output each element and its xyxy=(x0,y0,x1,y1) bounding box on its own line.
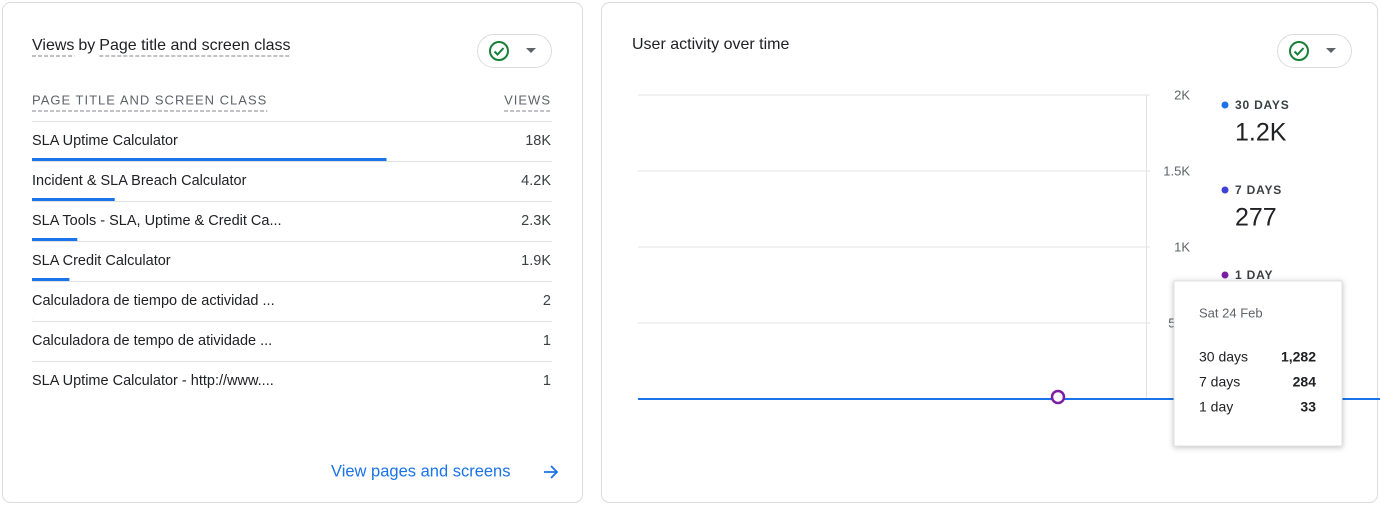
row-title: Calculadora de tiempo de actividad ... xyxy=(32,293,275,309)
row-value: 2 xyxy=(543,293,551,309)
tooltip-box xyxy=(1173,280,1343,447)
legend-value: 277 xyxy=(1235,204,1277,232)
caret xyxy=(1326,48,1336,53)
column-header[interactable]: VIEWS xyxy=(504,92,551,107)
row-value: 4.2K xyxy=(521,173,551,189)
line-chart: 2K1.5K1K500001Apr01Jul01Oct01Jan xyxy=(638,87,1380,406)
legend-value: 1.2K xyxy=(1235,119,1287,147)
card-title-metric[interactable]: Views xyxy=(32,37,74,54)
legend-name: 1 DAY xyxy=(1235,268,1273,282)
check-mark xyxy=(1293,47,1305,56)
hover-marker xyxy=(1050,389,1066,405)
views-card xyxy=(2,2,583,503)
row-title: Calculadora de tempo de atividade ... xyxy=(32,333,272,349)
tooltip: Sat 24 Feb 30 days 1,282 7 days 284 1 day 33 xyxy=(1173,280,1343,447)
views-bar xyxy=(32,238,78,241)
view-link[interactable]: View pages and screens xyxy=(331,462,559,480)
legend-name: 30 DAYS xyxy=(1235,98,1290,112)
check-icon xyxy=(1289,41,1309,61)
legend-dot xyxy=(1221,186,1229,194)
views-bar xyxy=(32,158,387,161)
row-title: Incident & SLA Breach Calculator xyxy=(32,173,247,189)
dropdown-pill[interactable] xyxy=(477,34,552,68)
tooltip-value: 284 xyxy=(1293,374,1317,390)
legend-name: 7 DAYS xyxy=(1235,183,1282,197)
y-tick-label: 1K xyxy=(1174,239,1190,254)
dropdown-pill[interactable] xyxy=(1277,34,1352,68)
tooltip-label: 30 days xyxy=(1199,349,1248,365)
link-text[interactable]: View pages and screens xyxy=(331,462,510,480)
row-title: SLA Credit Calculator xyxy=(32,253,171,269)
views-bar xyxy=(32,278,70,281)
column-header[interactable]: PAGE TITLE AND SCREEN CLASS xyxy=(32,92,267,107)
row-title: SLA Tools - SLA, Uptime & Credit Ca... xyxy=(32,213,282,229)
card-title: User activity over time xyxy=(632,36,789,53)
y-tick-label: 2K xyxy=(1174,87,1190,102)
row-value: 1.9K xyxy=(521,253,551,269)
y-tick-label: 1.5K xyxy=(1163,163,1190,178)
card-title-dimension[interactable]: Page title and screen class xyxy=(99,37,290,54)
views-table: Views by Page title and screen class PAG… xyxy=(32,37,552,401)
tooltip-value: 33 xyxy=(1300,399,1316,415)
check-icon xyxy=(489,41,509,61)
row-value: 1 xyxy=(543,333,551,349)
row-value: 18K xyxy=(525,133,551,149)
row-value: 1 xyxy=(543,373,551,389)
tooltip-value: 1,282 xyxy=(1281,349,1316,365)
caret xyxy=(526,48,536,53)
arrow-icon[interactable] xyxy=(544,465,559,479)
legend-dot xyxy=(1221,271,1229,279)
legend-dot xyxy=(1221,101,1229,109)
compare-dropdown[interactable] xyxy=(477,34,552,68)
compare-dropdown[interactable] xyxy=(1277,34,1352,68)
card-title-joiner: by xyxy=(78,37,95,54)
row-value: 2.3K xyxy=(521,213,551,229)
tooltip-label: 1 day xyxy=(1199,399,1233,415)
check-mark xyxy=(493,47,505,56)
tooltip-label: 7 days xyxy=(1199,374,1240,390)
tooltip-date: Sat 24 Feb xyxy=(1199,305,1263,320)
row-title: SLA Uptime Calculator - http://www.... xyxy=(32,373,274,389)
row-title: SLA Uptime Calculator xyxy=(32,133,178,149)
views-bar xyxy=(32,198,115,201)
